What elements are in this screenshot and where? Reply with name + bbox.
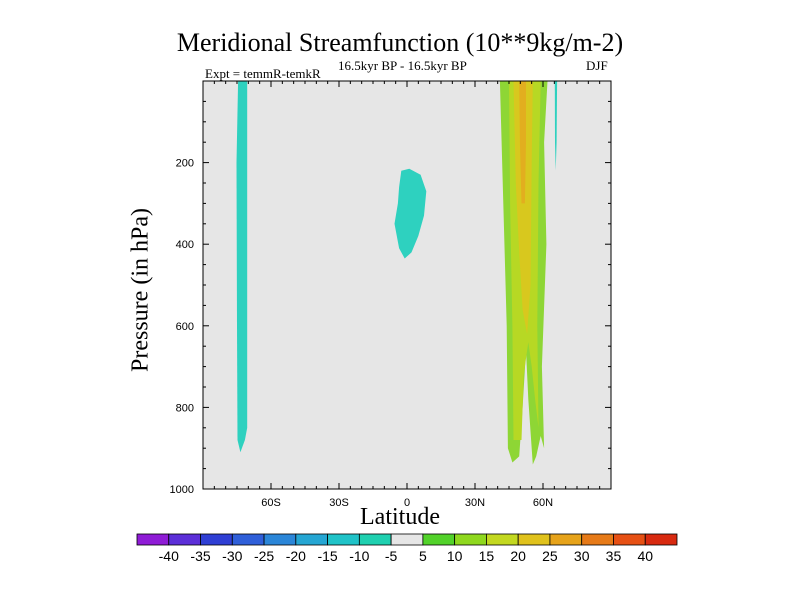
contour-polar-thin-cell (554, 81, 558, 171)
x-tick-label: 60S (261, 497, 281, 509)
colorbar-swatch (549, 533, 583, 546)
y-tick-label: 600 (176, 321, 194, 333)
colorbar: -40 -35 -30 -25 -20 -15 -10 -5 5 10 15 20 25 30 35 40 (136, 533, 678, 564)
colorbar-label: 30 (574, 548, 590, 564)
contour-southern-negative-cell (236, 81, 248, 453)
colorbar-label: -30 (222, 548, 242, 564)
x-axis-label: Latitude (360, 504, 440, 530)
y-tick-label: 400 (176, 239, 194, 251)
colorbar-swatch (581, 533, 614, 546)
colorbar-swatch (136, 533, 170, 546)
x-axis: 60S 30S 0 30N 60N (202, 81, 612, 509)
x-tick-label: 60N (533, 497, 553, 509)
colorbar-swatch (422, 533, 456, 546)
colorbar-label: 5 (419, 548, 427, 564)
experiment-label: Expt = temmR-temkR (205, 66, 321, 81)
colorbar-swatch (263, 533, 297, 546)
colorbar-label: 25 (542, 548, 558, 564)
colorbar-label: -10 (349, 548, 369, 564)
colorbar-label: -5 (385, 548, 398, 564)
colorbar-label: 20 (510, 548, 526, 564)
contour-northern-positive-core (513, 81, 533, 334)
colorbar-swatch (390, 533, 424, 546)
contour-regions (236, 81, 558, 465)
colorbar-swatch (486, 533, 519, 546)
colorbar-label: 40 (637, 548, 653, 564)
colorbar-label: -35 (190, 548, 210, 564)
colorbar-label: 15 (479, 548, 495, 564)
x-tick-label: 30N (465, 497, 485, 509)
colorbar-swatch (295, 533, 328, 546)
colorbar-label: 10 (447, 548, 463, 564)
plot-area (203, 81, 611, 489)
colorbar-label: -25 (254, 548, 274, 564)
colorbar-swatch (644, 533, 678, 546)
colorbar-label: -40 (159, 548, 179, 564)
y-tick-label: 1000 (170, 484, 194, 496)
colorbar-swatch (327, 533, 360, 546)
period-label: 16.5kyr BP - 16.5kyr BP (338, 58, 467, 73)
x-tick-label: 0 (404, 497, 410, 509)
colorbar-swatch (231, 533, 265, 546)
colorbar-swatch (454, 533, 487, 546)
y-axis: 200 400 600 800 1000 (170, 100, 611, 496)
y-axis-label: Pressure (in hPa) (127, 208, 154, 372)
colorbar-label: -20 (286, 548, 306, 564)
x-tick-label: 30S (329, 497, 349, 509)
chart-title: Meridional Streamfunction (10**9kg/m-2) (176, 28, 624, 57)
y-tick-label: 800 (176, 402, 194, 414)
colorbar-label: 35 (606, 548, 622, 564)
contour-northern-positive-peak (519, 81, 526, 204)
colorbar-swatch (517, 533, 551, 546)
season-label: DJF (586, 58, 608, 73)
colorbar-swatch (168, 533, 201, 546)
y-tick-label: 200 (176, 158, 194, 170)
colorbar-label: -15 (317, 548, 337, 564)
colorbar-swatch (613, 533, 646, 546)
colorbar-swatch (358, 533, 392, 546)
colorbar-swatch (200, 533, 233, 546)
contour-equatorial-negative-cell (394, 168, 427, 259)
